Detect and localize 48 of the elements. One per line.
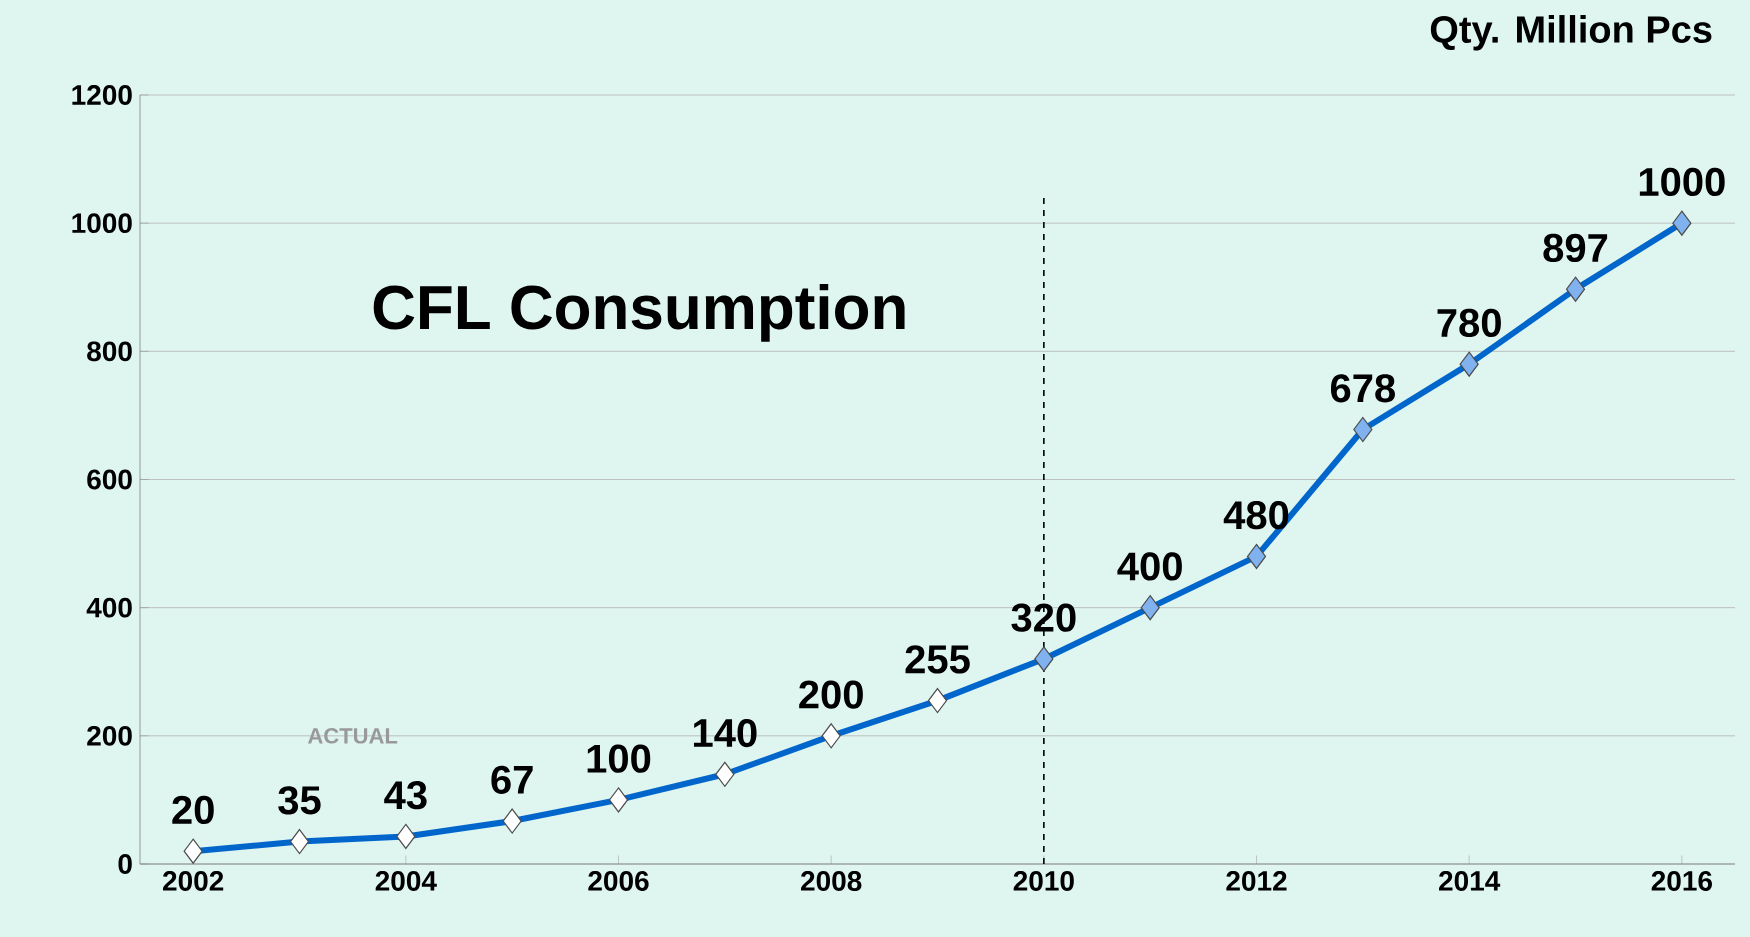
point [1565, 276, 1586, 302]
data-label: 320 [1011, 603, 1076, 632]
point [1034, 646, 1054, 672]
x-tick-label: 2008 [801, 871, 862, 891]
y-tick-label: 800 [87, 341, 132, 362]
point [715, 761, 735, 787]
data-label: 1000 [1639, 167, 1725, 197]
y-axis-title: Qty. Million Pcs [1430, 15, 1712, 51]
data-label: 67 [491, 765, 533, 794]
data-label: 200 [799, 680, 863, 709]
data-label: 255 [905, 645, 970, 674]
x-tick-label: 2014 [1439, 871, 1501, 891]
point [1672, 210, 1692, 236]
data-label: 480 [1223, 501, 1289, 530]
data-label: 35 [278, 786, 321, 815]
point [1140, 595, 1160, 621]
data-label: 43 [384, 781, 427, 810]
data-label: 678 [1330, 374, 1395, 403]
point [502, 808, 522, 834]
data-label: 140 [693, 718, 757, 748]
annotation: ACTUAL [307, 728, 398, 744]
point [183, 838, 203, 864]
point [927, 687, 948, 714]
data-label: 780 [1437, 308, 1501, 338]
point [1353, 416, 1373, 443]
data-label: 20 [172, 795, 214, 825]
y-tick-label: 600 [87, 469, 132, 490]
point [1459, 351, 1479, 377]
x-tick-label: 2004 [375, 871, 437, 891]
data-label: 897 [1543, 233, 1608, 263]
y-tick-label: 1000 [72, 213, 132, 234]
x-tick-label: 2006 [588, 871, 649, 891]
y-tick-label: 400 [86, 597, 132, 618]
point [608, 787, 629, 813]
data-label: 100 [587, 744, 651, 773]
y-tick-label: 0 [118, 854, 132, 874]
point [821, 723, 841, 749]
y-tick-label: 1200 [72, 85, 132, 105]
x-tick-label: 2002 [163, 871, 224, 891]
point [396, 823, 416, 850]
x-tick-label: 2010 [1013, 871, 1074, 891]
x-tick-label: 2012 [1226, 871, 1287, 891]
point [289, 828, 310, 855]
point [1246, 543, 1267, 569]
x-tick-label: 2016 [1651, 871, 1712, 891]
data-label: 400 [1117, 552, 1182, 581]
text: CFL Consumption [373, 283, 905, 342]
y-tick-label: 200 [87, 725, 132, 746]
